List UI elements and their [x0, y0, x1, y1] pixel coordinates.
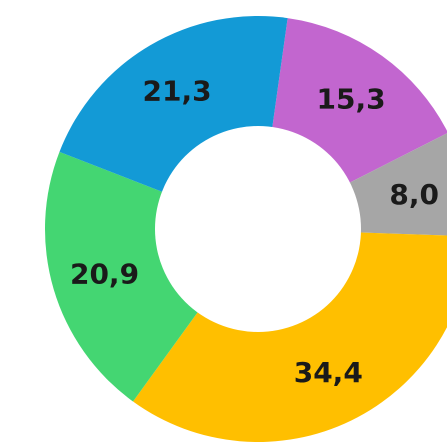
slice-label-3: 20,9 — [70, 258, 139, 291]
labels-layer: 15,3 8,0 34,4 20,9 21,3 — [70, 74, 439, 389]
slice-label-4: 21,3 — [143, 74, 212, 107]
pie-slice-2 — [133, 229, 447, 442]
slice-label-0: 15,3 — [317, 82, 386, 115]
slice-label-2: 34,4 — [294, 356, 363, 389]
slice-label-1: 8,0 — [389, 178, 439, 211]
donut-hole — [155, 126, 361, 332]
